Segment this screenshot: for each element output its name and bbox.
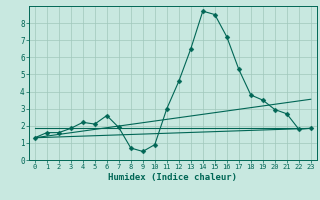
X-axis label: Humidex (Indice chaleur): Humidex (Indice chaleur) <box>108 173 237 182</box>
